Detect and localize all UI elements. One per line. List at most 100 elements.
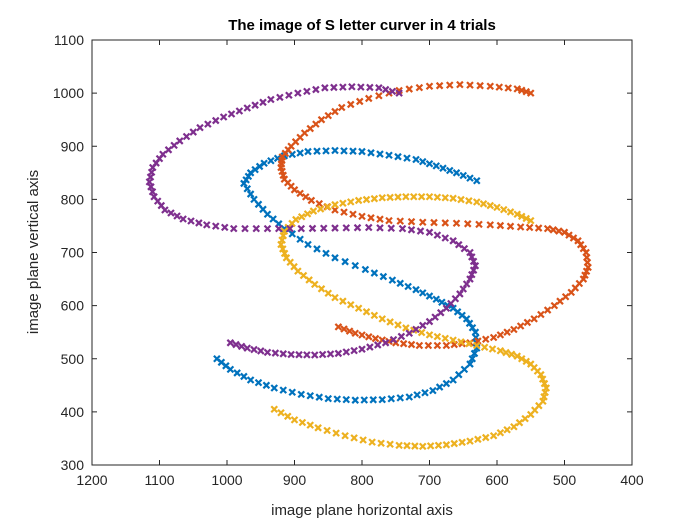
data-point-marker (502, 348, 510, 357)
data-point-marker (246, 190, 255, 198)
data-point-marker (516, 223, 525, 231)
data-point-marker (489, 333, 498, 342)
data-point-marker (313, 147, 321, 155)
data-point-marker (285, 91, 293, 100)
data-point-marker (170, 141, 178, 150)
data-point-marker (418, 157, 427, 166)
data-point-marker (315, 393, 324, 401)
data-point-marker (358, 212, 366, 221)
data-point-marker (459, 285, 468, 293)
data-point-marker (350, 434, 358, 442)
data-point-marker (288, 230, 297, 238)
data-point-marker (305, 276, 313, 284)
data-point-marker (262, 381, 271, 390)
data-point-marker (415, 341, 424, 350)
data-point-marker (418, 321, 427, 330)
data-point-marker (366, 83, 374, 92)
data-point-marker (534, 224, 543, 232)
data-point-marker (316, 205, 325, 213)
data-point-marker (376, 150, 384, 158)
data-point-marker (346, 198, 355, 206)
data-point-marker (148, 187, 157, 196)
data-point-marker (507, 350, 516, 359)
data-point-marker (309, 207, 318, 215)
data-point-marker (324, 111, 333, 120)
data-point-marker (331, 293, 339, 302)
chart-title: The image of S letter curver in 4 trials (228, 17, 496, 34)
data-point-marker (164, 146, 173, 154)
data-point-marker (409, 192, 418, 201)
data-point-marker (282, 254, 291, 262)
data-point-marker (405, 393, 414, 401)
data-point-marker (167, 209, 175, 217)
series-4 (145, 82, 480, 359)
data-point-marker (445, 81, 454, 89)
data-point-marker (454, 240, 463, 249)
data-point-marker (310, 351, 319, 359)
data-point-marker (288, 388, 297, 396)
data-point-marker (312, 85, 320, 94)
data-point-marker (220, 223, 229, 232)
data-point-marker (442, 379, 451, 388)
data-point-marker (312, 120, 320, 128)
data-point-marker (510, 325, 518, 334)
data-point-marker (433, 231, 442, 239)
data-point-marker (412, 155, 420, 164)
data-point-marker (321, 84, 329, 92)
data-point-marker (298, 418, 307, 427)
x-tick-label: 1000 (211, 472, 242, 488)
data-point-marker (454, 370, 463, 379)
data-point-marker (317, 115, 326, 124)
x-tick-label: 500 (553, 472, 577, 488)
data-point-marker (351, 396, 360, 404)
data-point-marker (435, 383, 444, 391)
y-tick-label: 400 (61, 404, 85, 420)
data-point-marker (405, 329, 414, 338)
data-point-marker (313, 245, 321, 253)
data-point-marker (475, 220, 483, 229)
data-point-marker (431, 313, 439, 321)
data-point-marker (251, 101, 259, 109)
data-point-marker (457, 338, 465, 346)
data-point-marker (279, 245, 287, 253)
data-point-marker (543, 306, 552, 314)
data-point-marker (397, 332, 406, 341)
data-point-marker (456, 80, 464, 89)
data-point-marker (364, 94, 373, 103)
data-point-marker (276, 93, 284, 102)
data-point-marker (376, 224, 384, 232)
data-point-marker (297, 212, 306, 221)
data-point-marker (405, 85, 414, 93)
data-point-marker (504, 84, 513, 92)
data-point-marker (439, 164, 447, 172)
y-tick-label: 800 (61, 191, 85, 207)
data-point-marker (297, 224, 306, 233)
data-point-marker (472, 341, 481, 350)
data-point-marker (306, 421, 315, 429)
data-point-marker (339, 83, 347, 91)
data-point-marker (351, 329, 360, 338)
data-point-marker (486, 82, 495, 90)
data-point-marker (526, 360, 535, 368)
data-point-marker (378, 395, 387, 404)
data-point-marker (496, 331, 505, 339)
data-point-marker (471, 262, 480, 270)
data-point-marker (463, 220, 472, 228)
data-point-marker (441, 234, 450, 242)
data-point-marker (232, 340, 240, 349)
data-point-marker (389, 335, 398, 344)
y-tick-label: 1100 (54, 32, 84, 48)
data-point-marker (486, 221, 495, 229)
data-point-marker (522, 214, 531, 223)
data-point-marker (496, 221, 505, 230)
data-point-marker (430, 218, 438, 227)
data-point-marker (175, 137, 184, 145)
data-point-marker (361, 265, 370, 274)
data-point-marker (381, 339, 390, 347)
data-point-marker (339, 297, 347, 305)
data-point-marker (350, 346, 358, 355)
data-point-marker (270, 384, 279, 392)
data-point-marker (418, 442, 427, 451)
data-point-marker (425, 160, 434, 168)
data-point-marker (341, 257, 349, 266)
